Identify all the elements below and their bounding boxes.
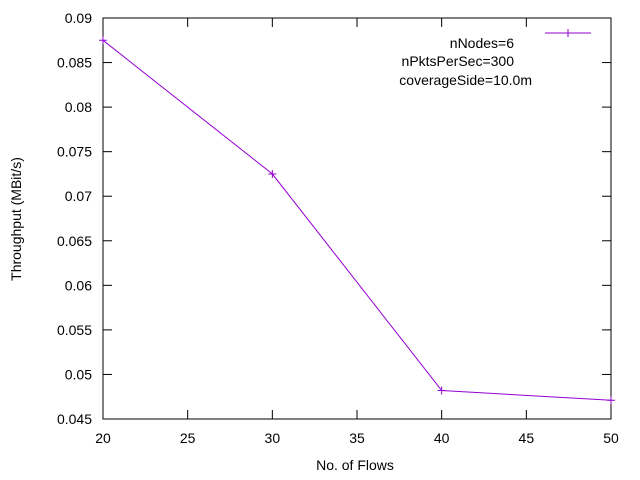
y-tick-label: 0.045 — [57, 411, 92, 427]
x-tick-label: 35 — [349, 430, 365, 446]
y-tick-label: 0.07 — [65, 188, 92, 204]
y-tick-label: 0.055 — [57, 322, 92, 338]
y-tick-label: 0.06 — [65, 277, 92, 293]
y-tick-labels: 0.045 0.05 0.055 0.06 0.065 0.07 0.075 0.08 0.08… — [57, 10, 92, 427]
legend: nNodes=6 nPktsPerSec=300 coverageSide=10… — [399, 29, 591, 88]
y-tick-label: 0.08 — [65, 99, 92, 115]
x-tick-label: 40 — [434, 430, 450, 446]
legend-line-3: coverageSide=10.0m — [399, 72, 532, 88]
data-point — [99, 36, 107, 45]
axis-ticks — [102, 17, 612, 420]
x-tick-label: 25 — [180, 430, 196, 446]
legend-sample-marker — [564, 29, 572, 37]
y-tick-label: 0.085 — [57, 55, 92, 71]
y-tick-label: 0.09 — [65, 10, 92, 26]
y-axis-label: Throughput (MBit/s) — [8, 157, 24, 281]
data-point — [437, 386, 446, 395]
data-point — [268, 169, 277, 178]
x-tick-label: 50 — [603, 430, 619, 446]
y-tick-label: 0.065 — [57, 233, 92, 249]
x-tick-label: 20 — [95, 430, 111, 446]
y-tick-label: 0.075 — [57, 144, 92, 160]
data-point — [607, 396, 615, 405]
x-tick-label: 30 — [265, 430, 281, 446]
series-line — [102, 39, 612, 401]
legend-line-1: nNodes=6 — [450, 35, 514, 51]
x-tick-labels: 20 25 30 35 40 45 50 — [95, 430, 619, 446]
series-layer — [99, 36, 615, 405]
plot-area-border — [102, 17, 612, 420]
x-tick-label: 45 — [519, 430, 535, 446]
legend-line-2: nPktsPerSec=300 — [402, 53, 515, 69]
x-axis-label: No. of Flows — [316, 457, 394, 473]
y-tick-label: 0.05 — [65, 366, 92, 382]
